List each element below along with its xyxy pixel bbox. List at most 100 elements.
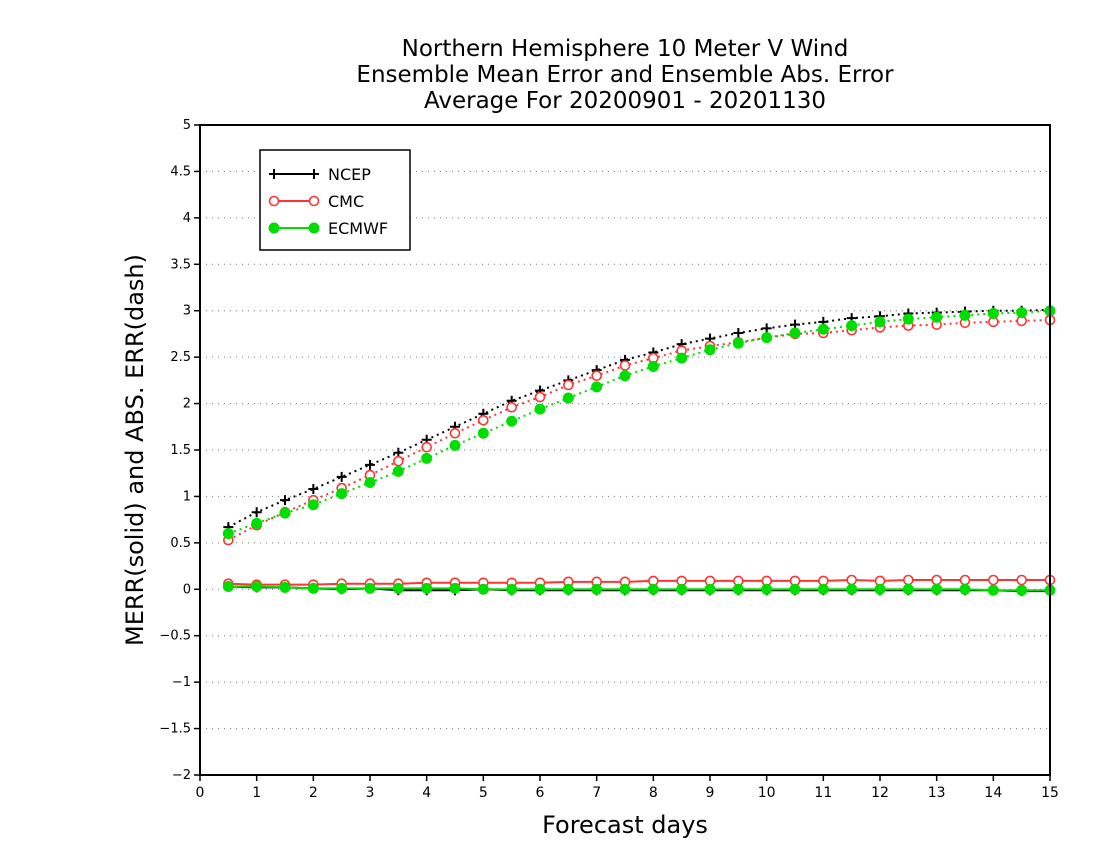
ncep-abs-error-line [227, 308, 1051, 528]
x-tick-label: 5 [479, 785, 488, 801]
ecmwf-mean-error-point [392, 582, 404, 594]
ecmwf-mean-error-point [336, 582, 348, 594]
legend-marker-ncep [269, 169, 279, 179]
ecmwf-mean-error-point [279, 581, 291, 593]
x-tick-label: 1 [252, 785, 261, 801]
ecmwf-abs-error-point [591, 381, 603, 393]
ecmwf-mean-error-point [591, 583, 603, 595]
cmc-mean-error-point [988, 574, 999, 586]
x-tick-label: 11 [814, 785, 832, 801]
x-tick-label: 9 [706, 785, 715, 801]
y-tick-label: −1.5 [159, 722, 191, 737]
ecmwf-abs-error-point [364, 477, 376, 488]
legend-marker-ecmwf [308, 222, 320, 234]
chart-title: Northern Hemisphere 10 Meter V Wind Ense… [200, 36, 1050, 114]
ecmwf-abs-error-point [846, 320, 858, 332]
ecmwf-abs-error-point [562, 392, 574, 404]
ecmwf-mean-error-point [307, 582, 319, 594]
cmc-abs-error-point [478, 414, 489, 426]
title-line-2: Ensemble Mean Error and Ensemble Abs. Er… [356, 62, 894, 88]
ecmwf-abs-error-point [676, 352, 688, 364]
ecmwf-abs-error-point [704, 344, 716, 356]
ecmwf-abs-error-point [307, 499, 319, 511]
x-tick-label: 8 [649, 785, 658, 801]
ecmwf-mean-error-point [704, 583, 716, 595]
ncep-abs-error-point [336, 471, 347, 482]
y-tick-label: −1 [172, 675, 191, 690]
ecmwf-mean-error-point [676, 583, 688, 595]
y-tick-label: 0 [183, 582, 191, 597]
y-tick-label: 2.5 [170, 350, 191, 365]
ecmwf-mean-error-point [817, 583, 829, 595]
y-tick-label: 4.5 [170, 164, 191, 179]
series-ncep [223, 304, 1055, 597]
ecmwf-mean-error-point [874, 583, 886, 595]
ecmwf-mean-error-point [222, 581, 234, 592]
ecmwf-mean-error-point [987, 584, 999, 596]
legend-marker-cmc [308, 195, 320, 207]
ncep-abs-error-point [365, 459, 375, 470]
series-layer [222, 304, 1056, 597]
cmc-abs-error-point [449, 427, 461, 439]
y-axis-label: MERR(solid) and ABS. ERR(dash) [121, 254, 149, 646]
cmc-abs-error-point [563, 379, 574, 391]
x-tick-label: 0 [196, 785, 205, 801]
x-tick-label: 14 [984, 785, 1002, 801]
ncep-abs-error-point [280, 495, 290, 506]
ecmwf-mean-error-point [732, 583, 744, 595]
ecmwf-mean-error-point [562, 583, 574, 595]
y-tick-label: −2 [172, 768, 191, 783]
ecmwf-abs-error-point [987, 308, 999, 319]
legend: NCEP CMC ECMWF [259, 149, 411, 251]
ecmwf-abs-error-point [931, 311, 943, 323]
ecmwf-abs-error-point [789, 327, 801, 339]
cmc-abs-error-point [506, 401, 517, 413]
ecmwf-abs-error-point [534, 403, 546, 415]
ecmwf-mean-error-point [477, 583, 489, 595]
cmc-mean-error-point [846, 574, 857, 586]
legend-item-ncep: NCEP [269, 165, 371, 184]
ecmwf-mean-error-point [647, 583, 659, 595]
legend-item-cmc: CMC [268, 192, 364, 211]
x-tick-label: 6 [536, 785, 545, 801]
ecmwf-mean-error-point [534, 583, 546, 595]
cmc-abs-error-point [534, 391, 546, 403]
legend-item-ecmwf: ECMWF [268, 219, 388, 238]
ecmwf-abs-error-point [817, 323, 829, 335]
axes: −2−1.5−1−0.500.511.522.533.544.550 1 2 3 4 5 6… [159, 118, 1058, 801]
ecmwf-abs-error-point [902, 313, 914, 325]
ecmwf-abs-error-point [647, 360, 659, 372]
cmc-abs-error-point [619, 360, 631, 371]
legend-label-cmc: CMC [328, 192, 364, 211]
ncep-abs-error-point [733, 328, 744, 338]
x-tick-label: 3 [366, 785, 375, 801]
ecmwf-abs-error-point [222, 528, 234, 540]
title-line-3: Average For 20200901 - 20201130 [423, 88, 827, 114]
ecmwf-mean-error-point [761, 583, 773, 595]
ecmwf-abs-error-point [1016, 307, 1028, 319]
cmc-abs-error-line [227, 319, 1051, 541]
ecmwf-mean-error-point [902, 583, 914, 595]
y-tick-label: 4 [183, 211, 191, 226]
ncep-abs-error-point [761, 323, 772, 334]
cmc-abs-error-point [591, 370, 602, 382]
ecmwf-abs-error-point [506, 415, 518, 427]
ecmwf-mean-error-point [506, 583, 518, 595]
series-ecmwf [222, 305, 1056, 596]
legend-label-ecmwf: ECMWF [328, 219, 388, 238]
y-tick-label: 3.5 [170, 257, 191, 272]
title-line-1: Northern Hemisphere 10 Meter V Wind [401, 36, 849, 62]
cmc-abs-error-point [393, 455, 404, 467]
ecmwf-abs-error-point [279, 507, 291, 519]
cmc-abs-error-point [421, 441, 432, 453]
cmc-mean-error-line [228, 578, 1050, 586]
y-tick-label: 1.5 [170, 443, 191, 458]
ecmwf-mean-error-point [251, 581, 263, 592]
x-tick-label: 12 [871, 785, 889, 801]
legend-marker-ecmwf [268, 222, 280, 234]
ecmwf-mean-error-point [959, 583, 971, 595]
ecmwf-mean-error-point [421, 582, 433, 594]
cmc-mean-error-point [1016, 574, 1027, 586]
ecmwf-mean-error-point [449, 582, 461, 594]
ecmwf-mean-error-point [619, 583, 631, 595]
